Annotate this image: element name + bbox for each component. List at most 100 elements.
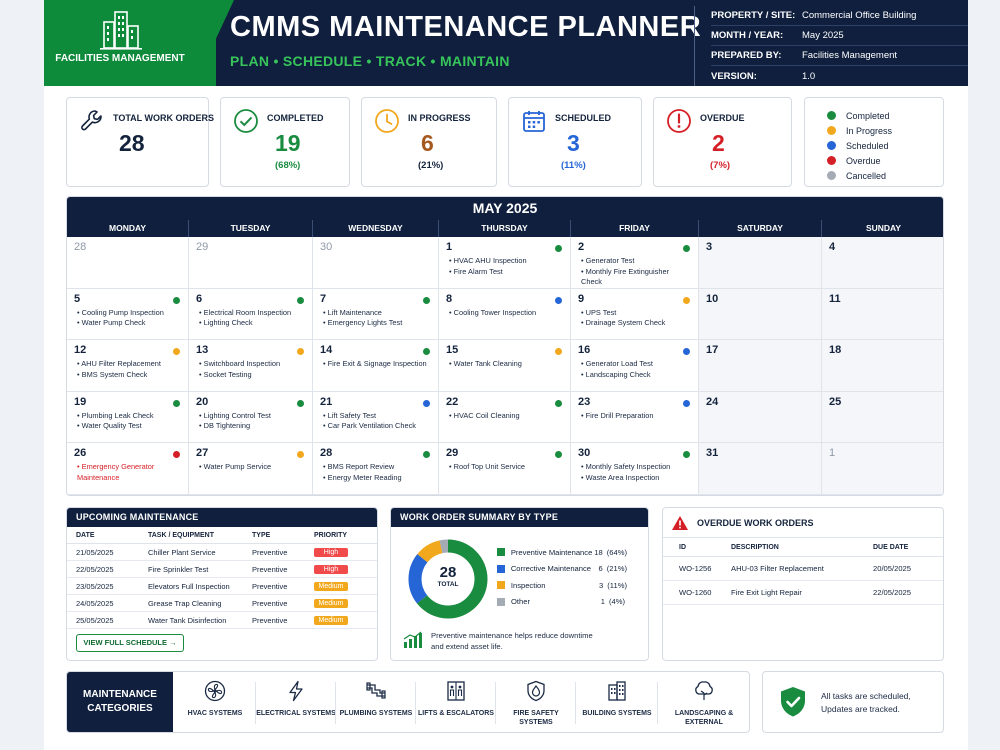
- table-row[interactable]: 22/05/2025 Fire Sprinkler Test Preventive H…: [67, 560, 377, 578]
- calendar-day-cell[interactable]: 1 HVAC AHU InspectionFire Alarm Test: [439, 237, 571, 289]
- cell-date: 24/05/2025: [67, 594, 139, 612]
- kpi-label: IN PROGRESS: [408, 113, 471, 123]
- status-line: All tasks are scheduled,: [821, 691, 911, 701]
- day-number: 1: [829, 447, 836, 460]
- meta-key: MONTH / YEAR:: [711, 30, 784, 41]
- category-plumbing[interactable]: PLUMBING SYSTEMS: [336, 672, 416, 732]
- calendar-day-cell[interactable]: 12 AHU Filter ReplacementBMS System Check: [67, 340, 189, 392]
- calendar-day-cell[interactable]: 21 Lift Safety TestCar Park Ventilation C…: [313, 391, 439, 444]
- status-dot: [555, 296, 562, 304]
- calendar-day-cell[interactable]: 2 Generator TestMonthly Fire Extinguisher…: [571, 237, 699, 289]
- calendar-day-cell[interactable]: 4: [822, 237, 943, 289]
- calendar-day-cell[interactable]: 22 HVAC Coil Cleaning: [439, 391, 571, 444]
- table-row[interactable]: 24/05/2025 Grease Trap Cleaning Preventive…: [67, 594, 377, 612]
- kpi-percent: (68%): [275, 160, 301, 171]
- table-row[interactable]: 21/05/2025 Chiller Plant Service Preventiv…: [67, 543, 377, 561]
- calendar-day-cell[interactable]: 28: [67, 237, 189, 289]
- calendar-day-cell[interactable]: 10: [699, 288, 822, 341]
- day-task-list: Cooling Tower Inspection: [446, 308, 563, 319]
- calendar-day-cell[interactable]: 20 Lighting Control TestDB Tightening: [189, 391, 313, 444]
- task-item: UPS Test: [581, 308, 691, 319]
- status-dot: [173, 451, 180, 459]
- cell-date: 25/05/2025: [67, 611, 139, 629]
- kpi-percent: (11%): [561, 160, 586, 171]
- summary-legend-row: Other 1 (4%): [497, 594, 627, 611]
- panel-title: WORK ORDER SUMMARY BY TYPE: [391, 508, 648, 527]
- calendar-day-cell[interactable]: 15 Water Tank Cleaning: [439, 340, 571, 392]
- status-dot: [423, 348, 430, 356]
- day-number: 3: [706, 241, 713, 253]
- cell-priority: Medium: [305, 594, 377, 612]
- category-building[interactable]: BUILDING SYSTEMS: [576, 672, 658, 732]
- category-electrical[interactable]: ELECTRICAL SYSTEMS: [256, 672, 336, 732]
- calendar-day-cell[interactable]: 26 Emergency Generator Maintenance: [67, 443, 189, 495]
- table-row[interactable]: 25/05/2025 Water Tank Disinfection Prevent…: [67, 611, 377, 629]
- table-row[interactable]: 23/05/2025 Elevators Full Inspection Preve…: [67, 577, 377, 595]
- calendar-day-cell[interactable]: 24: [699, 391, 822, 444]
- calendar-day-cell[interactable]: 3: [699, 237, 822, 289]
- kpi-overdue-card[interactable]: OVERDUE 2 (7%): [653, 97, 792, 187]
- calendar-day-cell[interactable]: 5 Cooling Pump InspectionWater Pump Check: [67, 288, 189, 341]
- calendar-day-cell[interactable]: 27 Water Pump Service: [189, 443, 313, 495]
- calendar-day-cell[interactable]: 23 Fire Drill Preparation: [571, 391, 699, 444]
- calendar-day-cell[interactable]: 1: [822, 443, 943, 495]
- calendar-icon: [523, 111, 545, 132]
- elevator-icon: [447, 681, 465, 701]
- category-hvac[interactable]: HVAC SYSTEMS: [175, 672, 255, 732]
- calendar-day-cell[interactable]: 14 Fire Exit & Signage Inspection: [313, 340, 439, 392]
- calendar-day-cell[interactable]: 11: [822, 288, 943, 341]
- task-item: Lighting Control Test: [199, 411, 305, 422]
- kpi-total-card[interactable]: TOTAL WORK ORDERS 28: [66, 97, 214, 187]
- calendar-day-cell[interactable]: 16 Generator Load TestLandscaping Check: [571, 340, 699, 392]
- calendar-day-cell[interactable]: 18: [822, 340, 943, 392]
- day-number: 8: [446, 292, 453, 305]
- task-item: Energy Meter Reading: [323, 473, 431, 484]
- calendar-day-cell[interactable]: 17: [699, 340, 822, 392]
- calendar-day-cell[interactable]: 29: [189, 237, 313, 289]
- day-task-list: Monthly Safety InspectionWaste Area Insp…: [578, 462, 691, 483]
- legend-swatch: [497, 597, 505, 606]
- calendar-day-cell[interactable]: 28 BMS Report ReviewEnergy Meter Reading: [313, 443, 439, 495]
- calendar-day-cell[interactable]: 19 Plumbing Leak CheckWater Quality Test: [67, 391, 189, 444]
- kpi-completed-card[interactable]: COMPLETED 19 (68%): [220, 97, 350, 187]
- table-row[interactable]: WO-1260 Fire Exit Light Repair 22/05/2025: [663, 580, 943, 605]
- calendar-day-cell[interactable]: 29 Roof Top Unit Service: [439, 443, 571, 495]
- kpi-in-progress-card[interactable]: IN PROGRESS 6 (21%): [361, 97, 497, 187]
- kpi-label: COMPLETED: [267, 113, 324, 123]
- legend-label: Overdue: [846, 155, 881, 166]
- calendar-day-cell[interactable]: 30 Monthly Safety InspectionWaste Area In…: [571, 443, 699, 495]
- task-item: Water Quality Test: [77, 421, 181, 432]
- calendar-day-cell[interactable]: 25: [822, 391, 943, 444]
- category-landscaping[interactable]: LANDSCAPING & EXTERNAL: [658, 672, 749, 732]
- donut-total: 28: [439, 564, 457, 581]
- calendar-day-cell[interactable]: 8 Cooling Tower Inspection: [439, 288, 571, 341]
- category-name: LIFTS & ESCALATORS: [418, 710, 494, 717]
- table-row[interactable]: WO-1256 AHU-03 Filter Replacement 20/05/20…: [663, 556, 943, 581]
- status-dot: [173, 348, 180, 356]
- growth-chart-icon: [403, 631, 422, 648]
- column-header: TYPE: [243, 527, 305, 544]
- day-number: 5: [74, 292, 81, 305]
- calendar-day-cell[interactable]: 31: [699, 443, 822, 495]
- calendar-day-cell[interactable]: 13 Switchboard InspectionSocket Testing: [189, 340, 313, 392]
- legend-item-cancelled: Cancelled: [827, 168, 943, 183]
- view-full-schedule-button[interactable]: VIEW FULL SCHEDULE →: [76, 634, 184, 652]
- day-number: 29: [196, 241, 209, 253]
- calendar-grid: 28 29 301HVAC AHU InspectionFire Alarm Tes…: [67, 237, 943, 495]
- calendar-day-cell[interactable]: 7 Lift MaintenanceEmergency Lights Test: [313, 288, 439, 341]
- priority-badge: Medium: [314, 582, 348, 591]
- cell-due: 22/05/2025: [853, 580, 943, 605]
- calendar-day-cell[interactable]: 9 UPS TestDrainage System Check: [571, 288, 699, 341]
- status-dot: [297, 451, 304, 459]
- flame-shield-icon: [527, 680, 545, 702]
- status-dot: [683, 399, 690, 407]
- status-dot: [423, 399, 430, 407]
- task-item: Lift Safety Test: [323, 411, 431, 422]
- category-lifts[interactable]: LIFTS & ESCALATORS: [416, 672, 496, 732]
- calendar-day-cell[interactable]: 30: [313, 237, 439, 289]
- kpi-scheduled-card[interactable]: SCHEDULED 3 (11%): [508, 97, 642, 187]
- legend-count: 1: [600, 597, 605, 607]
- category-fire-safety[interactable]: FIRE SAFETY SYSTEMS: [496, 672, 576, 732]
- calendar-day-cell[interactable]: 6 Electrical Room InspectionLighting Chec…: [189, 288, 313, 341]
- cell-priority: Medium: [305, 577, 377, 595]
